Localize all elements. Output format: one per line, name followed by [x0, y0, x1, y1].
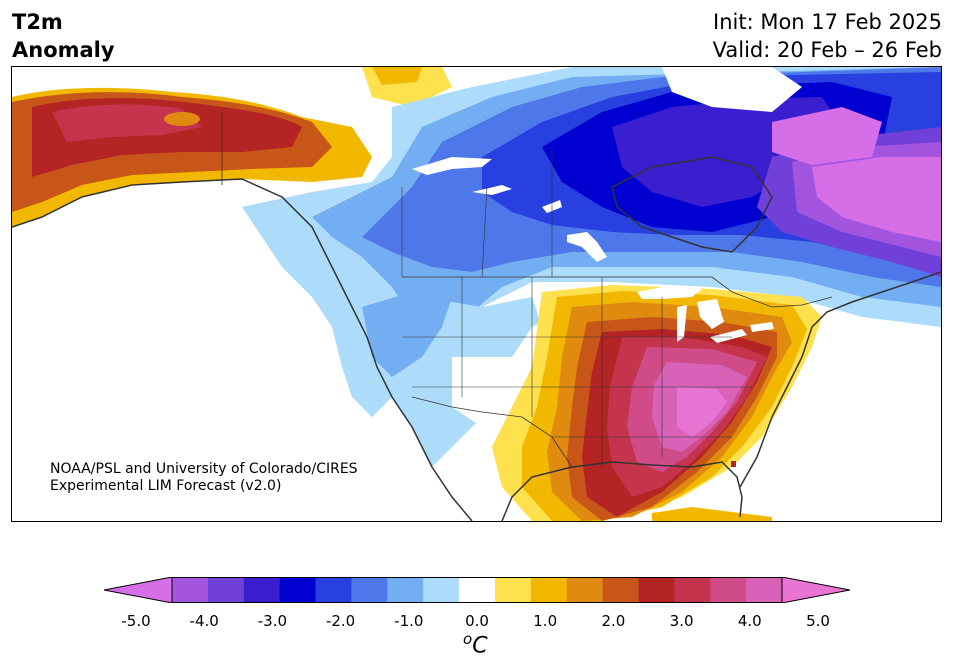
coastline-west [12, 178, 473, 521]
colorbar-extension-high [781, 576, 851, 604]
colorbar-tick-label: 5.0 [806, 612, 830, 630]
map-canvas [12, 67, 941, 521]
unit-degree: o [463, 630, 473, 648]
colorbar-svg [103, 576, 851, 604]
colorbar-segment [674, 577, 711, 603]
colorbar-segment [494, 577, 532, 603]
coastline-gulf [501, 461, 743, 521]
coastline-east [739, 271, 941, 488]
title-line-1: T2m [12, 10, 63, 34]
lake-winnipeg [567, 232, 607, 262]
colorbar-extension-low [103, 576, 173, 604]
colorbar-tick-label: 2.0 [601, 612, 626, 630]
border-us-mexico [411, 396, 573, 468]
colorbar-tick-label: -1.0 [394, 612, 424, 630]
colorbar-tick-label: -3.0 [257, 612, 288, 630]
lake-superior [637, 285, 702, 299]
lake-ontario [750, 322, 774, 332]
anomaly-region-west-mid [362, 292, 452, 377]
anomaly-region-greenland-magenta [772, 107, 882, 165]
init-date: Init: Mon 17 Feb 2025 [713, 10, 942, 34]
colorbar-segment [710, 577, 747, 603]
colorbar-segment [566, 577, 604, 603]
anomaly-region-se-lightpink [677, 387, 727, 437]
title-line-2: Anomaly [12, 38, 115, 62]
coastline-hudson [611, 156, 773, 253]
anomaly-map: NOAA/PSL and University of Colorado/CIRE… [11, 66, 942, 522]
valid-date: Valid: 20 Feb – 26 Feb [712, 38, 942, 62]
colorbar-tick-label: 4.0 [737, 612, 762, 630]
map-credit: NOAA/PSL and University of Colorado/CIRE… [50, 461, 358, 495]
colorbar-segment [530, 577, 568, 603]
colorbar-segment [746, 577, 783, 603]
colorbar-tick-label: 1.0 [533, 612, 558, 630]
colorbar-tick-label: 0.0 [465, 612, 489, 630]
anomaly-region-baffin-white [662, 67, 802, 112]
colorbar-tick-label: -2.0 [325, 612, 356, 630]
colorbar-segment [459, 577, 496, 603]
colorbar-segment [602, 577, 639, 603]
colorbar-segment [172, 577, 209, 603]
lake-huron [697, 299, 724, 329]
colorbar-segment [351, 577, 388, 603]
unit-label: oC [463, 630, 488, 658]
colorbar-segment [315, 577, 352, 603]
colorbar-tick-labels: -5.0 -4.0 -3.0 -2.0 -1.0 0.0 1.0 2.0 3.0 4.0 5.0 [0, 612, 954, 632]
lake-michigan [677, 305, 687, 342]
map-title: T2m Anomaly [12, 8, 115, 64]
lake-great-bear [412, 157, 492, 175]
colorbar-segment [243, 577, 281, 603]
anomaly-region-west-white [452, 317, 552, 427]
colorbar-tick-label: 3.0 [669, 612, 694, 630]
credit-line-1: NOAA/PSL and University of Colorado/CIRE… [50, 461, 358, 477]
anomaly-spot-alaska [164, 112, 200, 126]
colorbar-segment [207, 577, 245, 603]
colorbar-tick-label: -5.0 [121, 612, 151, 630]
colorbar-segment [279, 577, 317, 603]
forecast-dates: Init: Mon 17 Feb 2025 Valid: 20 Feb – 26… [713, 8, 942, 64]
anomaly-spot-florida [731, 461, 736, 467]
anomaly-region-cuba [652, 507, 772, 521]
colorbar [103, 576, 851, 604]
credit-line-2: Experimental LIM Forecast (v2.0) [50, 478, 282, 494]
anomaly-region-arctic-orange [372, 67, 422, 85]
unit-celsius: C [472, 633, 488, 659]
colorbar-segment [638, 577, 675, 603]
lake-great-slave [472, 185, 512, 195]
colorbar-tick-label: -4.0 [189, 612, 219, 630]
lake-erie [710, 329, 747, 343]
border-us-canada [402, 276, 833, 308]
colorbar-segment [423, 577, 460, 603]
anomaly-region-labrador-magenta [812, 157, 941, 242]
border-province-2 [481, 186, 488, 278]
anomaly-region-alaska-core [52, 104, 202, 142]
colorbar-frame [171, 577, 783, 603]
colorbar-segment [387, 577, 424, 603]
